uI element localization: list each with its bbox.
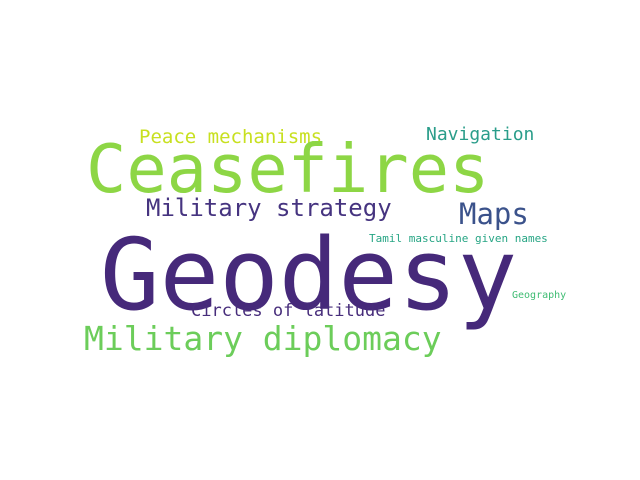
word-navigation: Navigation	[426, 124, 535, 145]
word-military-strategy: Military strategy	[146, 194, 392, 222]
word-peace-mechanisms: Peace mechanisms	[139, 126, 323, 148]
word-maps: Maps	[459, 197, 529, 231]
word-ceasefires: Ceasefires	[86, 130, 490, 208]
word-tamil-masculine-given-names: Tamil masculine given names	[369, 232, 548, 245]
word-geography: Geography	[512, 290, 567, 301]
word-circles-of-latitude: Circles of latitude	[191, 301, 386, 321]
word-military-diplomacy: Military diplomacy	[84, 319, 442, 358]
word-geodesy: Geodesy	[100, 218, 518, 333]
